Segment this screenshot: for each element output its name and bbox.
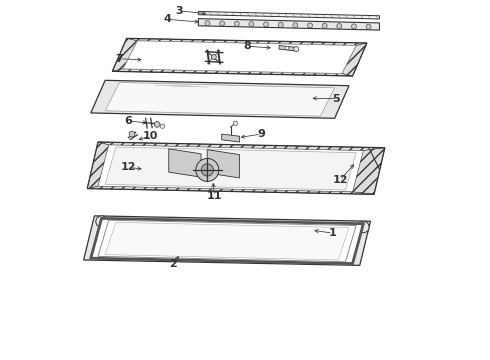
Circle shape [129, 131, 135, 137]
Circle shape [264, 22, 269, 27]
Text: 12: 12 [332, 175, 348, 185]
Polygon shape [198, 12, 379, 19]
Polygon shape [112, 39, 137, 71]
Polygon shape [98, 220, 356, 262]
Text: 4: 4 [164, 14, 172, 24]
Circle shape [96, 216, 107, 227]
Polygon shape [169, 149, 201, 177]
Circle shape [322, 23, 327, 28]
Circle shape [249, 22, 254, 27]
Circle shape [154, 122, 160, 127]
Text: 8: 8 [243, 41, 251, 51]
Polygon shape [91, 80, 349, 118]
Circle shape [234, 21, 239, 26]
Polygon shape [105, 82, 335, 116]
Circle shape [220, 21, 224, 26]
Text: 2: 2 [170, 259, 177, 269]
Circle shape [278, 22, 283, 27]
Polygon shape [105, 222, 349, 260]
Polygon shape [353, 148, 385, 194]
Polygon shape [207, 150, 240, 178]
Text: 6: 6 [124, 116, 132, 126]
Circle shape [160, 124, 165, 129]
Circle shape [308, 23, 313, 28]
Text: 7: 7 [116, 54, 123, 64]
Circle shape [205, 21, 210, 26]
Polygon shape [84, 216, 370, 265]
Polygon shape [87, 186, 374, 194]
Polygon shape [105, 147, 356, 190]
Circle shape [337, 23, 342, 28]
Polygon shape [98, 142, 385, 150]
Circle shape [293, 23, 298, 28]
Polygon shape [91, 219, 364, 264]
Text: 12: 12 [121, 162, 136, 172]
Circle shape [233, 121, 238, 126]
Text: 10: 10 [142, 131, 158, 141]
Polygon shape [221, 134, 240, 142]
Polygon shape [123, 41, 356, 73]
Polygon shape [112, 69, 353, 76]
Polygon shape [198, 19, 379, 30]
Circle shape [351, 24, 356, 29]
Circle shape [358, 221, 369, 233]
Polygon shape [342, 43, 367, 76]
Text: 11: 11 [207, 191, 222, 201]
Polygon shape [87, 142, 109, 189]
Circle shape [366, 24, 371, 29]
Circle shape [285, 46, 289, 50]
Circle shape [211, 54, 216, 59]
Text: 3: 3 [175, 6, 182, 16]
Polygon shape [126, 39, 367, 45]
Text: 5: 5 [333, 94, 340, 104]
Text: 1: 1 [329, 228, 337, 238]
Circle shape [201, 164, 214, 176]
Circle shape [294, 46, 299, 51]
Circle shape [196, 158, 219, 181]
Polygon shape [279, 45, 295, 51]
Text: 9: 9 [257, 129, 265, 139]
